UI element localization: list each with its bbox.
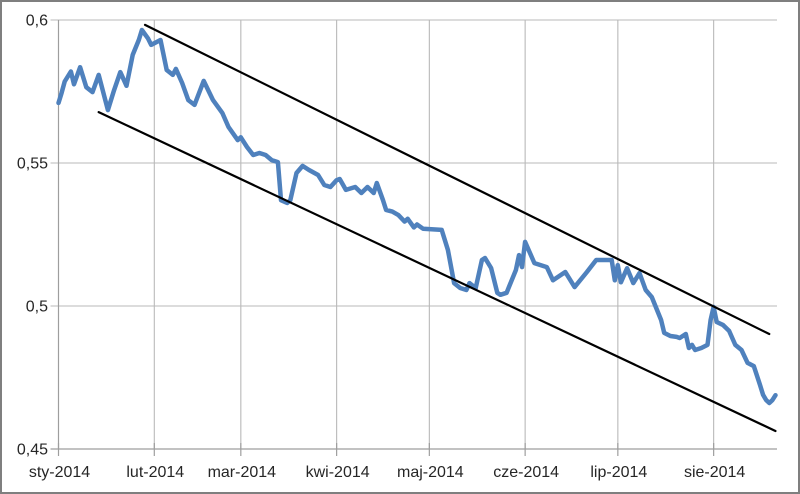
x-tick-label-cze-2014: cze-2014 bbox=[493, 464, 559, 481]
daily-rate bbox=[56, 27, 778, 406]
channel-line-lower bbox=[97, 110, 777, 433]
x-tick-label-sty-2014: sty-2014 bbox=[29, 464, 90, 481]
y-tick-label-0,55: 0,55 bbox=[17, 156, 48, 173]
y-tick-label-0,5: 0,5 bbox=[26, 299, 48, 316]
x-tick-label-kwi-2014: kwi-2014 bbox=[306, 464, 370, 481]
x-tick-label-mar-2014: mar-2014 bbox=[208, 464, 277, 481]
x-tick-label-maj-2014: maj-2014 bbox=[397, 464, 464, 481]
y-tick-label-0,45: 0,45 bbox=[17, 442, 48, 459]
x-tick-label-lut-2014: lut-2014 bbox=[126, 464, 184, 481]
x-tick-label-lip-2014: lip-2014 bbox=[590, 464, 647, 481]
x-tick-label-sie-2014: sie-2014 bbox=[684, 464, 745, 481]
channel-line-upper bbox=[143, 23, 771, 336]
y-tick-label-0,6: 0,6 bbox=[26, 13, 48, 30]
